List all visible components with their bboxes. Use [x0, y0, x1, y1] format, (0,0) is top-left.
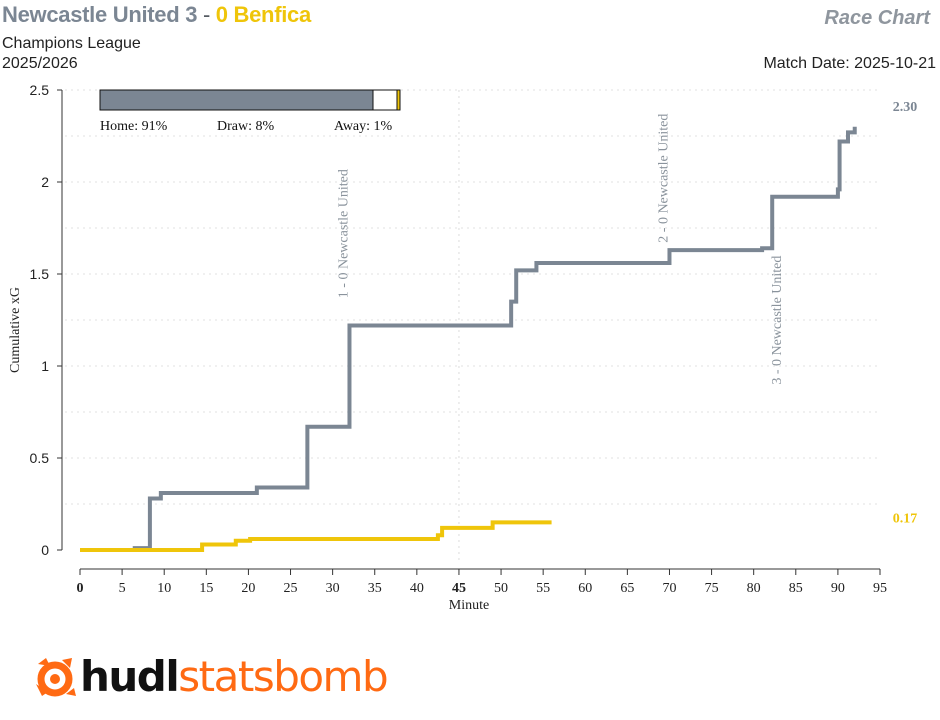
score-separator: - [202, 2, 210, 27]
y-tick-label: 2.5 [30, 82, 50, 98]
away-team-name: Benfica [233, 2, 312, 27]
y-tick-label: 1.5 [30, 266, 50, 282]
away-probability-label: Away: 1% [334, 119, 393, 134]
home-score: 3 [185, 2, 198, 27]
logo-wordmark: hudlstatsbomb [80, 652, 389, 701]
x-tick-label: 30 [326, 581, 340, 596]
home-probability-label: Home: 91% [100, 119, 168, 134]
x-tick-label: 20 [241, 581, 255, 596]
logo-text-statsbomb: statsbomb [178, 652, 388, 701]
x-tick-label: 70 [662, 581, 676, 596]
x-tick-label: 50 [494, 581, 508, 596]
home-win-probability-bar [99, 89, 374, 111]
away-xg-line [80, 520, 552, 552]
statsbomb-logo-icon [36, 658, 76, 697]
competition-name: Champions League [2, 35, 141, 52]
x-tick-label: 0 [77, 581, 84, 596]
x-tick-label: 85 [789, 581, 803, 596]
x-tick-label: 65 [620, 581, 634, 596]
x-tick-label: 95 [873, 581, 887, 596]
x-tick-label: 5 [119, 581, 126, 596]
home-team-name: Newcastle United [2, 2, 180, 27]
chart-kind-label: Race Chart [824, 7, 930, 29]
x-tick-label: 10 [157, 581, 171, 596]
x-tick-label: 15 [199, 581, 213, 596]
home-final-xg-label: 2.30 [893, 100, 918, 115]
home-xg-line [80, 126, 857, 552]
away-final-xg-label: 0.17 [893, 511, 918, 526]
goal-annotation-1: 1 - 0 Newcastle United [336, 169, 351, 298]
race-chart: 0 0.5 1 1.5 2 2.5 0 5 10 15 20 25 30 35 40 45 50 55 60 65 70… [8, 82, 918, 613]
x-tick-label: 45 [452, 581, 466, 596]
x-tick-label: 25 [284, 581, 298, 596]
x-tick-label: 75 [705, 581, 719, 596]
goal-annotation-3: 3 - 0 Newcastle United [770, 256, 785, 385]
goal-annotation-2: 2 - 0 Newcastle United [656, 114, 671, 243]
logo-text-hudl: hudl [80, 652, 180, 701]
x-tick-label: 40 [410, 581, 424, 596]
match-date: Match Date: 2025-10-21 [763, 55, 936, 72]
draw-probability-bar [372, 89, 398, 111]
x-tick-label: 80 [747, 581, 761, 596]
x-tick-label: 60 [578, 581, 592, 596]
y-tick-label: 0.5 [30, 450, 50, 466]
x-axis-label: Minute [449, 598, 489, 613]
x-tick-label: 35 [368, 581, 382, 596]
draw-probability-label: Draw: 8% [217, 119, 274, 134]
x-tick-label: 55 [536, 581, 550, 596]
away-win-probability-bar [396, 89, 401, 111]
y-tick-label: 2 [41, 174, 49, 190]
hudl-statsbomb-logo: hudlstatsbomb [32, 652, 389, 702]
match-title: Newcastle United 3 - 0 Benfica [2, 2, 311, 28]
y-tick-label: 0 [41, 542, 49, 558]
y-axis-label: Cumulative xG [8, 287, 23, 373]
y-tick-label: 1 [41, 358, 49, 374]
season-label: 2025/2026 [2, 55, 78, 72]
away-score: 0 [215, 2, 228, 27]
x-tick-label: 90 [831, 581, 845, 596]
